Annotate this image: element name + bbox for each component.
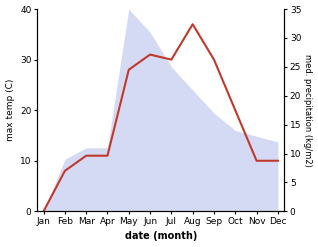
Y-axis label: max temp (C): max temp (C) bbox=[5, 79, 15, 141]
X-axis label: date (month): date (month) bbox=[125, 231, 197, 242]
Y-axis label: med. precipitation (kg/m2): med. precipitation (kg/m2) bbox=[303, 54, 313, 167]
